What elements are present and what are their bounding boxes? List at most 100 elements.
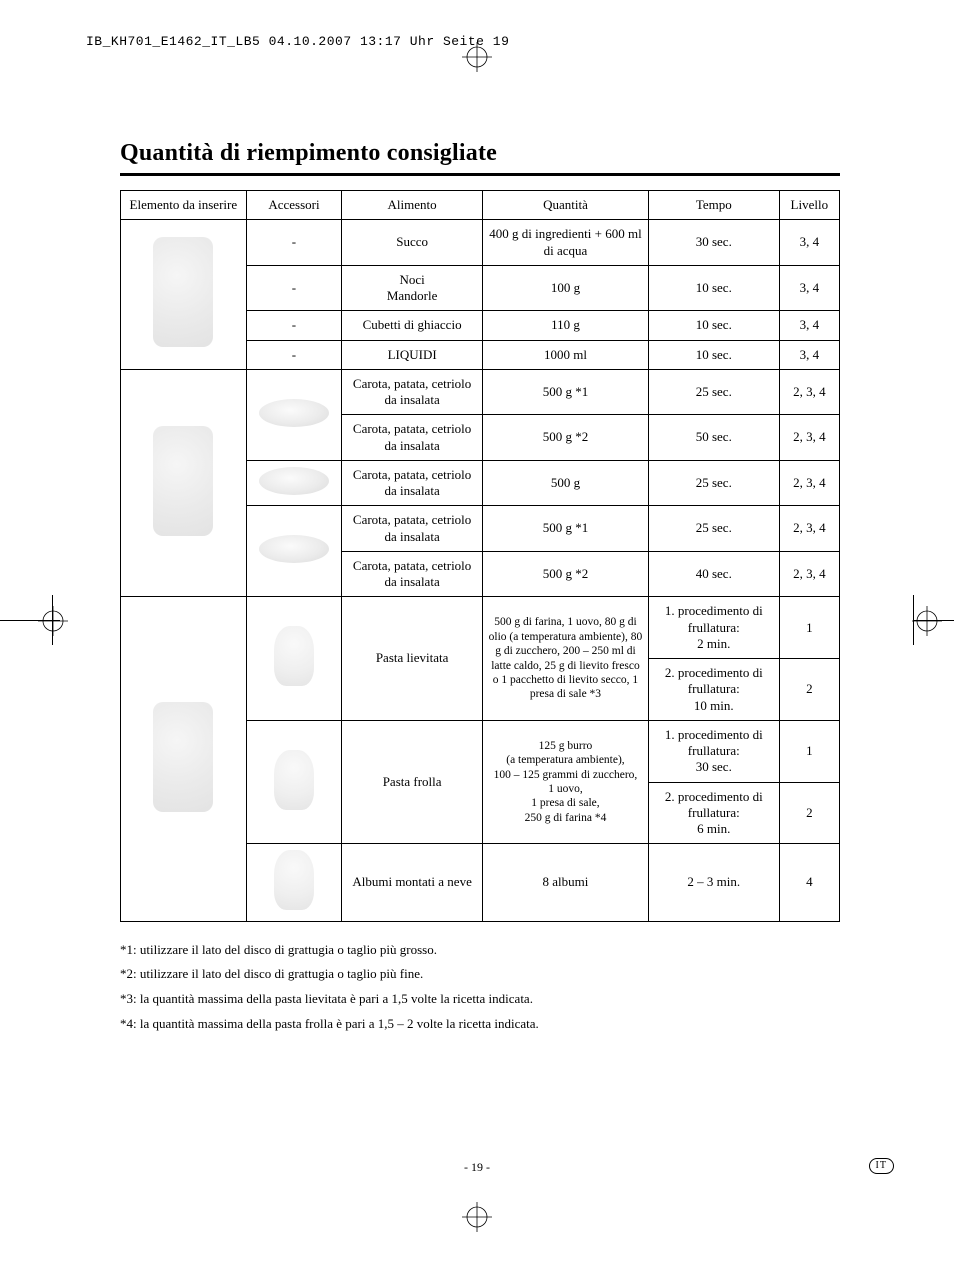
level-cell: 3, 4 — [779, 220, 839, 266]
footnote-4: *4: la quantità massima della pasta frol… — [120, 1012, 840, 1037]
quantity-cell: 500 g *1 — [483, 506, 649, 552]
registration-mark-icon — [462, 1202, 492, 1232]
level-cell: 3, 4 — [779, 340, 839, 369]
accessory-cell — [246, 844, 342, 921]
accessory-cell: - — [246, 220, 342, 266]
food-cell: Carota, patata, cetriolo da insalata — [342, 369, 483, 415]
accessory-cell: - — [246, 265, 342, 311]
table-row: Pasta lievitata 500 g di farina, 1 uovo,… — [121, 597, 840, 659]
print-header-meta: IB_KH701_E1462_IT_LB5 04.10.2007 13:17 U… — [86, 34, 509, 49]
food-cell: Carota, patata, cetriolo da insalata — [342, 460, 483, 506]
grating-disc-icon — [259, 399, 329, 427]
time-cell: 25 sec. — [648, 460, 779, 506]
food-cell: NociMandorle — [342, 265, 483, 311]
language-badge: IT — [869, 1158, 894, 1174]
food-cell: Pasta frolla — [342, 720, 483, 844]
time-cell: 1. procedimento di frullatura:30 sec. — [648, 720, 779, 782]
col-food: Alimento — [342, 191, 483, 220]
accessory-cell — [246, 369, 342, 460]
level-cell: 2, 3, 4 — [779, 415, 839, 461]
qty-text: 500 g *1 — [543, 384, 589, 399]
col-accessory: Accessori — [246, 191, 342, 220]
table-header-row: Elemento da inserire Accessori Alimento … — [121, 191, 840, 220]
processor-bowl-icon — [153, 426, 213, 536]
quantity-cell: 400 g di ingredienti + 600 ml di acqua — [483, 220, 649, 266]
quantity-cell: 110 g — [483, 311, 649, 340]
blender-jug-icon — [153, 237, 213, 347]
col-level: Livello — [779, 191, 839, 220]
level-cell: 1 — [779, 597, 839, 659]
col-quantity: Quantità — [483, 191, 649, 220]
time-cell: 50 sec. — [648, 415, 779, 461]
food-cell: Carota, patata, cetriolo da insalata — [342, 551, 483, 597]
quantity-cell: 500 g di farina, 1 uovo, 80 g di olio (a… — [483, 597, 649, 721]
crop-mark — [52, 595, 53, 645]
level-cell: 2, 3, 4 — [779, 460, 839, 506]
table-row: - Succo 400 g di ingredienti + 600 ml di… — [121, 220, 840, 266]
crop-mark — [914, 620, 954, 621]
mixing-bowl-icon — [153, 702, 213, 812]
quantity-cell: 1000 ml — [483, 340, 649, 369]
time-cell: 10 sec. — [648, 340, 779, 369]
table-row: Carota, patata, cetriolo da insalata 500… — [121, 369, 840, 415]
time-cell: 2. procedimento di frullatura:10 min. — [648, 659, 779, 721]
footnote-1: *1: utilizzare il lato del disco di grat… — [120, 938, 840, 963]
time-cell: 40 sec. — [648, 551, 779, 597]
registration-mark-icon — [462, 42, 492, 72]
time-cell: 2 – 3 min. — [648, 844, 779, 921]
time-cell: 25 sec. — [648, 506, 779, 552]
title-underline — [120, 173, 840, 176]
dough-hook-icon — [274, 626, 314, 686]
footnotes: *1: utilizzare il lato del disco di grat… — [120, 938, 840, 1037]
level-cell: 2 — [779, 782, 839, 844]
accessory-cell — [246, 720, 342, 844]
time-cell: 10 sec. — [648, 265, 779, 311]
shredding-disc-icon — [259, 467, 329, 495]
quantity-cell: 125 g burro(a temperatura ambiente),100 … — [483, 720, 649, 844]
food-cell: Succo — [342, 220, 483, 266]
element-cell — [121, 369, 247, 597]
level-cell: 3, 4 — [779, 311, 839, 340]
time-cell: 10 sec. — [648, 311, 779, 340]
slicing-disc-icon — [259, 535, 329, 563]
level-cell: 4 — [779, 844, 839, 921]
quantity-cell: 500 g *2 — [483, 415, 649, 461]
accessory-cell — [246, 597, 342, 721]
food-cell: Carota, patata, cetriolo da insalata — [342, 506, 483, 552]
crop-mark — [0, 620, 60, 621]
page-title: Quantità di riempimento consigliate — [120, 140, 840, 167]
page-number: - 19 - — [0, 1160, 954, 1175]
time-cell: 2. procedimento di frullatura:6 min. — [648, 782, 779, 844]
registration-mark-icon — [38, 606, 68, 636]
col-time: Tempo — [648, 191, 779, 220]
footnote-2: *2: utilizzare il lato del disco di grat… — [120, 962, 840, 987]
food-cell: Albumi montati a neve — [342, 844, 483, 921]
accessory-cell — [246, 460, 342, 506]
col-element: Elemento da inserire — [121, 191, 247, 220]
element-cell — [121, 597, 247, 921]
level-cell: 1 — [779, 720, 839, 782]
food-cell: Pasta lievitata — [342, 597, 483, 721]
level-cell: 2 — [779, 659, 839, 721]
level-cell: 2, 3, 4 — [779, 369, 839, 415]
beater-icon — [274, 750, 314, 810]
quantity-cell: 8 albumi — [483, 844, 649, 921]
quantity-cell: 500 g *1 — [483, 369, 649, 415]
food-cell: Cubetti di ghiaccio — [342, 311, 483, 340]
level-cell: 2, 3, 4 — [779, 551, 839, 597]
level-cell: 2, 3, 4 — [779, 506, 839, 552]
time-cell: 25 sec. — [648, 369, 779, 415]
accessory-cell: - — [246, 311, 342, 340]
quantity-cell: 100 g — [483, 265, 649, 311]
time-cell: 30 sec. — [648, 220, 779, 266]
quantity-cell: 500 g *2 — [483, 551, 649, 597]
element-cell — [121, 220, 247, 370]
quantities-table: Elemento da inserire Accessori Alimento … — [120, 190, 840, 922]
crop-mark — [913, 595, 914, 645]
food-cell: LIQUIDI — [342, 340, 483, 369]
whisk-icon — [274, 850, 314, 910]
footnote-3: *3: la quantità massima della pasta liev… — [120, 987, 840, 1012]
accessory-cell — [246, 506, 342, 597]
accessory-cell: - — [246, 340, 342, 369]
time-cell: 1. procedimento di frullatura:2 min. — [648, 597, 779, 659]
